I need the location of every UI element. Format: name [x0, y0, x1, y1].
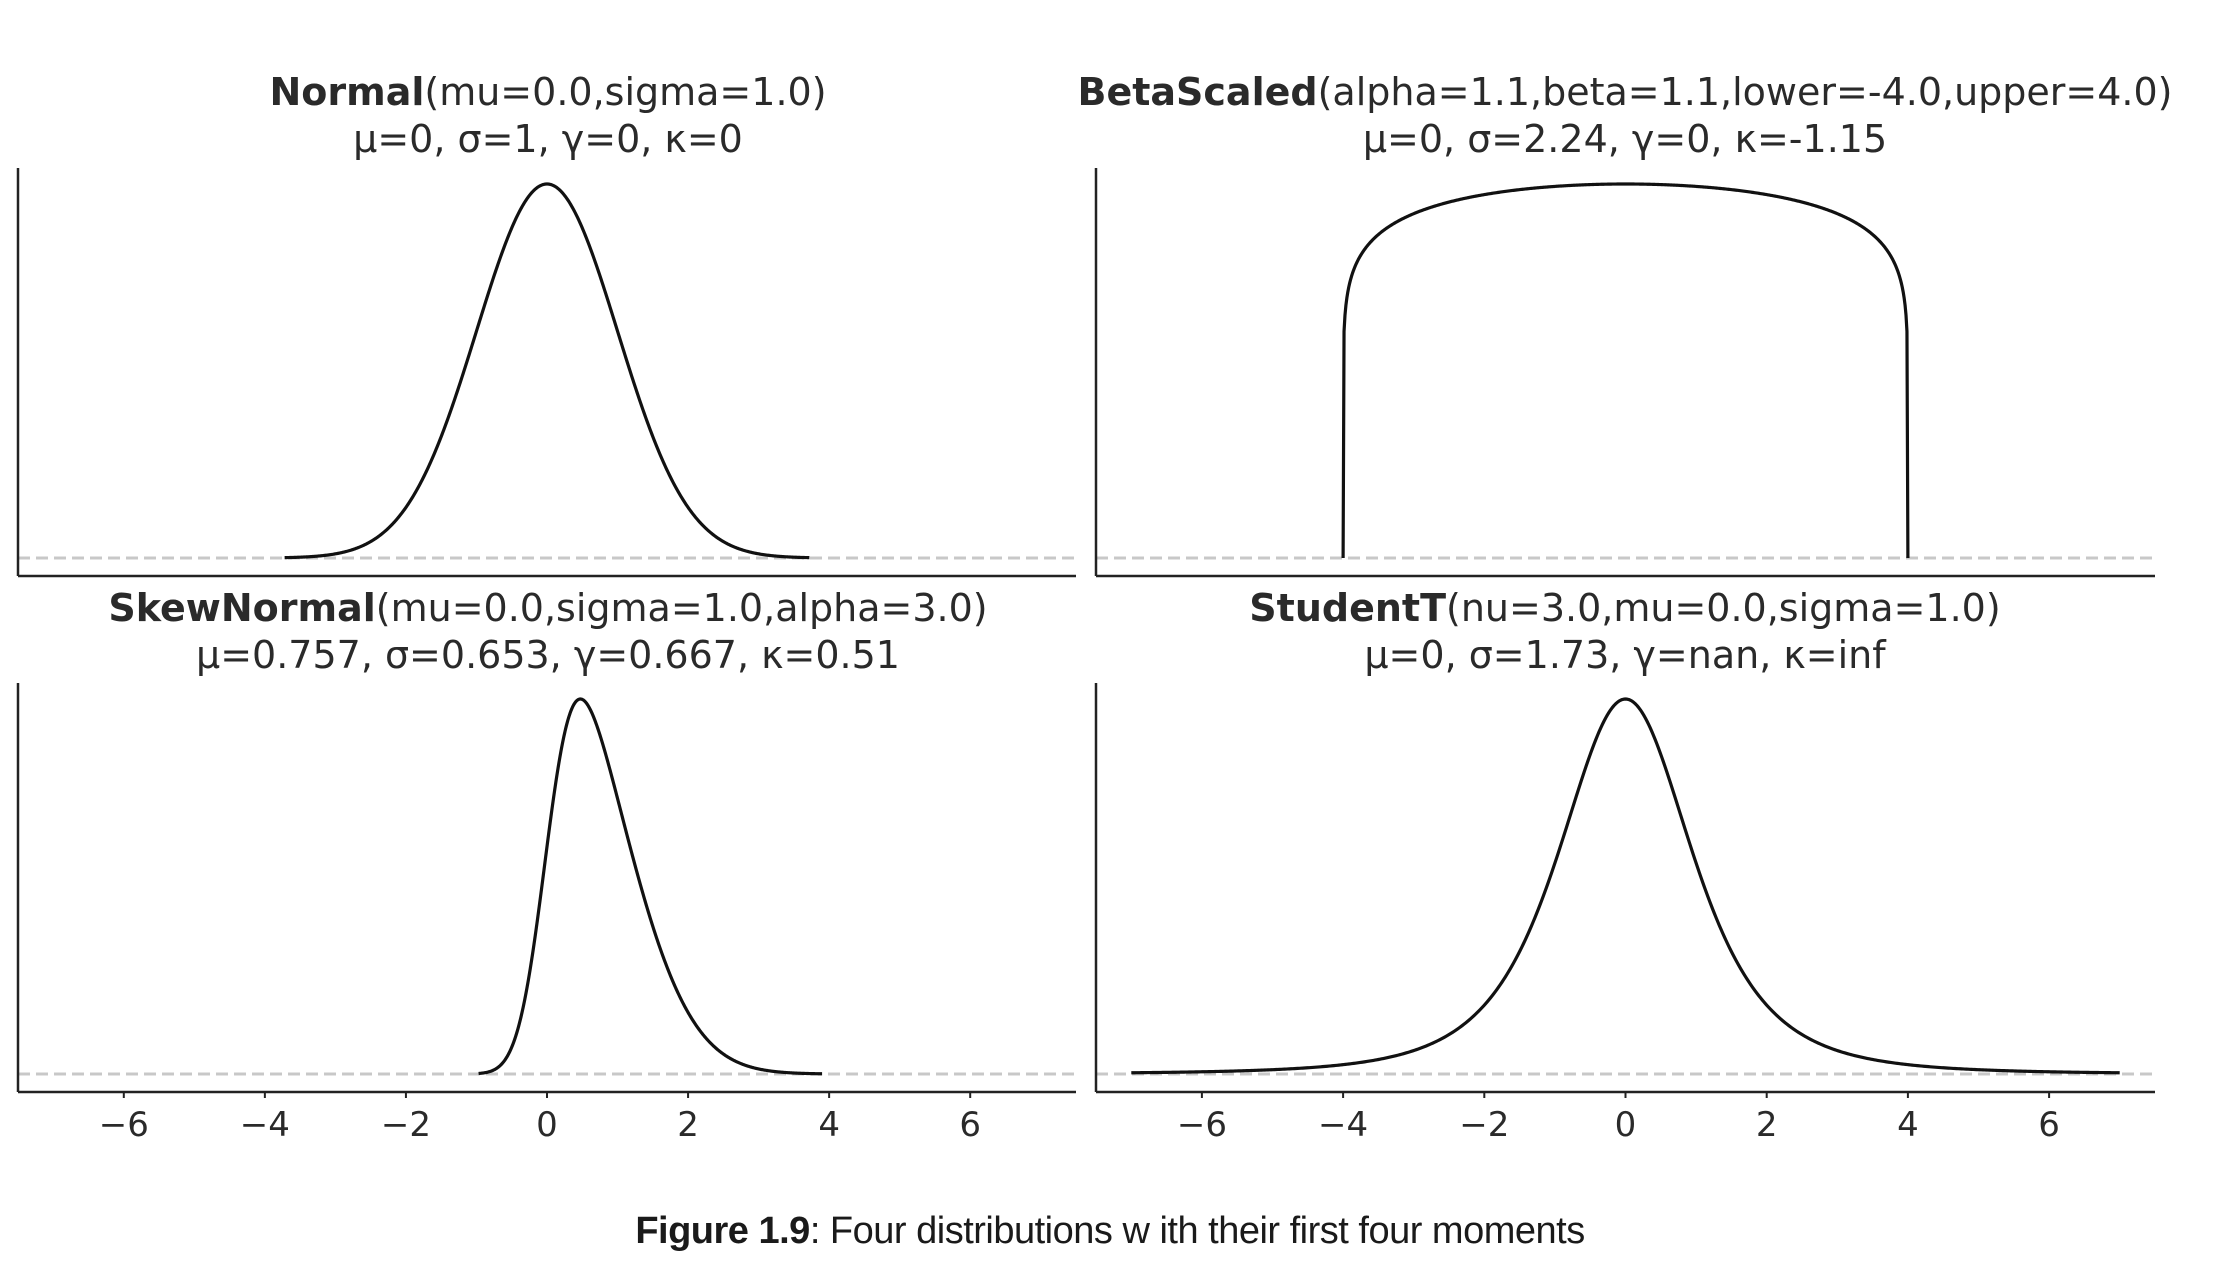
x-tick-label: 0 [1615, 1105, 1637, 1145]
subplot-title-name: BetaScaled [1077, 70, 1317, 114]
x-tick-label: 2 [1756, 1105, 1778, 1145]
subplot-title: SkewNormal(mu=0.0,sigma=1.0,alpha=3.0) [108, 586, 987, 630]
subplot-normal: Normal(mu=0.0,sigma=1.0)μ=0, σ=1, γ=0, κ… [16, 70, 1076, 578]
subplot-title-name: StudentT [1249, 586, 1446, 630]
subplot-title-params: (nu=3.0,mu=0.0,sigma=1.0) [1446, 586, 2001, 630]
x-tick-label: −6 [1177, 1105, 1227, 1145]
subplot-title-name: SkewNormal [108, 586, 375, 630]
x-tick-label: 2 [677, 1105, 699, 1145]
pdf-curve [283, 182, 811, 560]
x-tick-label: −6 [99, 1105, 149, 1145]
x-tick-label: 6 [2038, 1105, 2060, 1145]
caption-label: Figure 1.9 [635, 1210, 810, 1252]
pdf-curve [1341, 182, 1910, 559]
subplot-title-name: Normal [269, 70, 424, 114]
subplot-title-params: (mu=0.0,sigma=1.0) [424, 70, 826, 114]
figure-caption: Figure 1.9: Four distributions w ith the… [0, 1210, 2220, 1253]
subplot-moments: μ=0.757, σ=0.653, γ=0.667, κ=0.51 [196, 633, 900, 677]
x-tick-label: 4 [1897, 1105, 1919, 1145]
pdf-curve [1131, 697, 2120, 1075]
subplot-title: StudentT(nu=3.0,mu=0.0,sigma=1.0) [1249, 586, 2000, 630]
x-tick-label: 0 [536, 1105, 558, 1145]
subplot-moments: μ=0, σ=1.73, γ=nan, κ=inf [1364, 633, 1887, 677]
subplot-skewnormal: SkewNormal(mu=0.0,sigma=1.0,alpha=3.0)μ=… [16, 586, 1076, 1145]
subplot-title-params: (mu=0.0,sigma=1.0,alpha=3.0) [376, 586, 988, 630]
x-tick-label: −4 [240, 1105, 290, 1145]
subplot-studentt: StudentT(nu=3.0,mu=0.0,sigma=1.0)μ=0, σ=… [1094, 586, 2155, 1145]
x-tick-label: 4 [818, 1105, 840, 1145]
pdf-curve [477, 697, 824, 1076]
x-tick-label: 6 [959, 1105, 981, 1145]
subplot-title: Normal(mu=0.0,sigma=1.0) [269, 70, 826, 114]
subplot-moments: μ=0, σ=1, γ=0, κ=0 [353, 117, 743, 161]
x-tick-label: −4 [1318, 1105, 1368, 1145]
x-tick-label: −2 [381, 1105, 431, 1145]
subplot-title-params: (alpha=1.1,beta=1.1,lower=-4.0,upper=4.0… [1318, 70, 2173, 114]
caption-text: : Four distributions w ith their first f… [809, 1210, 1585, 1252]
x-tick-label: −2 [1459, 1105, 1509, 1145]
subplot-moments: μ=0, σ=2.24, γ=0, κ=-1.15 [1363, 117, 1887, 161]
subplot-betascaled: BetaScaled(alpha=1.1,beta=1.1,lower=-4.0… [1077, 70, 2173, 578]
subplot-title: BetaScaled(alpha=1.1,beta=1.1,lower=-4.0… [1077, 70, 2172, 114]
